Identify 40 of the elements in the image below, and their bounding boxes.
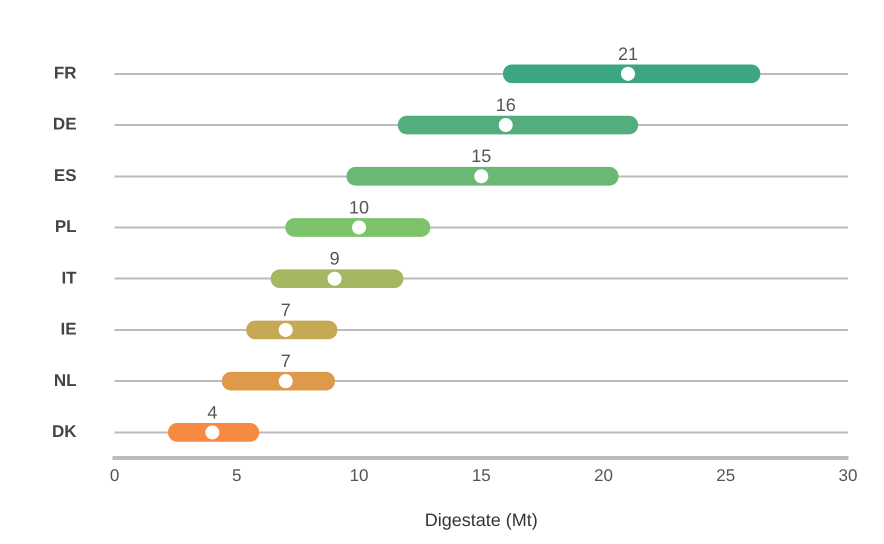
bar bbox=[502, 64, 760, 84]
x-tick-label: 20 bbox=[594, 466, 613, 485]
x-tick-label: 15 bbox=[472, 466, 491, 485]
point bbox=[278, 322, 293, 337]
point bbox=[474, 169, 488, 184]
bar bbox=[246, 320, 338, 340]
bar bbox=[222, 372, 335, 390]
y-tick-label: DK bbox=[52, 422, 78, 442]
x-tick-label: 10 bbox=[350, 466, 368, 485]
bar bbox=[285, 218, 430, 237]
x-tick-label: 5 bbox=[232, 466, 242, 485]
bar bbox=[168, 423, 260, 442]
data-label: 7 bbox=[280, 300, 291, 320]
bar bbox=[346, 166, 619, 186]
data-label: 15 bbox=[471, 146, 492, 166]
point bbox=[328, 272, 342, 286]
x-tick-label: 25 bbox=[716, 466, 736, 485]
point bbox=[620, 66, 635, 81]
point bbox=[498, 118, 513, 132]
y-tick-label: PL bbox=[54, 217, 77, 236]
bar bbox=[270, 269, 404, 288]
x-tick-label: 0 bbox=[110, 466, 120, 485]
y-tick-label: IE bbox=[60, 320, 77, 339]
point bbox=[205, 425, 220, 440]
x-tick-label: 30 bbox=[838, 466, 858, 485]
y-tick-label: NL bbox=[54, 370, 77, 390]
data-label: 16 bbox=[496, 95, 516, 116]
x-axis-title: Digestate (Mt) bbox=[424, 510, 538, 530]
data-label: 21 bbox=[618, 44, 638, 64]
y-tick-label: ES bbox=[54, 166, 77, 185]
y-tick-label: IT bbox=[61, 268, 78, 288]
data-label: 9 bbox=[330, 248, 340, 269]
y-tick-label: DE bbox=[52, 114, 77, 134]
data-label: 7 bbox=[280, 351, 291, 372]
bar bbox=[398, 116, 638, 134]
data-label: 10 bbox=[349, 197, 370, 218]
point bbox=[278, 374, 293, 388]
data-label: 4 bbox=[207, 402, 218, 422]
y-tick-label: FR bbox=[54, 64, 77, 82]
point bbox=[352, 220, 366, 234]
